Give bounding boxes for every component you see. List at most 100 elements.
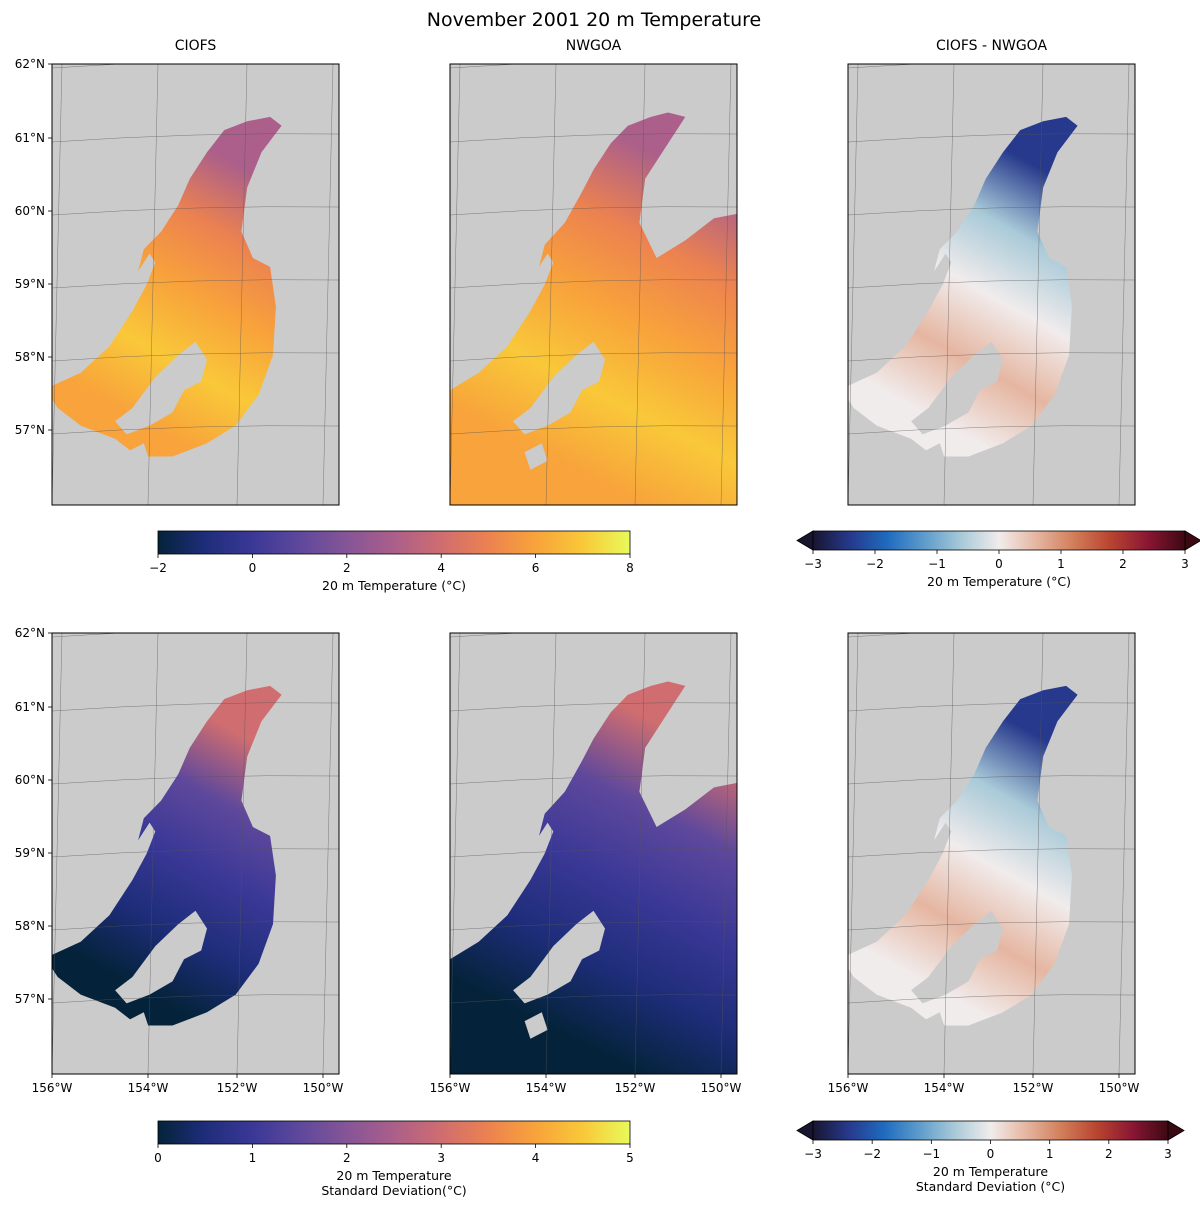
graticule-lat (848, 921, 1135, 931)
island-land (513, 910, 605, 1004)
colorbar-tick-label: −2 (863, 1147, 881, 1161)
lon-tick-label: 154°W (526, 1081, 567, 1095)
graticule-lat (450, 921, 737, 931)
graticule-lat (52, 633, 124, 638)
graticule-lat (52, 775, 339, 785)
graticule-lat (450, 133, 737, 143)
panel-frame (51, 63, 340, 506)
colorbar-tick-label: 4 (532, 1151, 540, 1165)
colorbar-tick-label: 5 (626, 1151, 634, 1165)
graticule-lon (634, 633, 646, 1074)
lat-tick-label: 57°N (15, 992, 45, 1006)
graticule-lat (848, 633, 920, 638)
island-land (513, 341, 605, 435)
colorbar-tick-label: 1 (1057, 557, 1065, 571)
colorbar-tick-label: 3 (1181, 557, 1189, 571)
graticule-lat (450, 848, 737, 858)
graticule-lon (147, 64, 159, 505)
colorbar-tick-label: −2 (149, 561, 167, 575)
island-land (922, 1012, 946, 1039)
graticule-lon (322, 64, 334, 505)
graticule-lon (848, 633, 859, 1074)
graticule-lat (848, 848, 1135, 858)
lat-tick-label: 62°N (15, 626, 45, 640)
lat-tick-label: 60°N (15, 773, 45, 787)
map-panels: CIOFS 62°N 61°N 60°N 59°N 58°N 57°N NWGOA CIOFS … (15, 38, 1140, 1095)
colorbar-label: 20 m Temperature (°C) (927, 574, 1071, 589)
graticule-lon (545, 633, 557, 1074)
graticule-lon (720, 633, 732, 1074)
colorbar-top-right: −3 −2 −1 0 1 2 3 20 m Temperature (°C) (796, 530, 1200, 589)
colorbar-tick-label: 3 (1164, 1147, 1172, 1161)
graticule-lon (943, 64, 955, 505)
graticule-lon (450, 633, 461, 1074)
map-panel-top-right: CIOFS - NWGOA (847, 38, 1136, 506)
lon-tick-label: 150°W (701, 1081, 742, 1095)
graticule-lon (943, 633, 955, 1074)
model-field (848, 685, 1078, 1026)
lat-tick-label: 57°N (15, 423, 45, 437)
graticule-lat (450, 702, 737, 712)
model-field (52, 116, 282, 457)
graticule-lat (52, 352, 339, 362)
colorbar-extend-max (1184, 530, 1200, 551)
graticule-lat (52, 133, 339, 143)
graticule-lat (450, 994, 737, 1004)
graticule-lat (52, 848, 339, 858)
graticule-lon (720, 64, 732, 505)
graticule-lat (848, 279, 1135, 289)
graticule-lon (236, 633, 248, 1074)
graticule-lat (52, 206, 339, 216)
colorbar-tick-label: 2 (343, 561, 351, 575)
graticule-lat (450, 64, 522, 69)
lat-tick-label: 60°N (15, 204, 45, 218)
graticule-lon (322, 633, 334, 1074)
graticule-lon (52, 633, 63, 1074)
graticule-lon (1118, 64, 1130, 505)
lat-tick-label: 59°N (15, 846, 45, 860)
map-panel-top-middle: NWGOA (449, 38, 738, 506)
island-land (911, 341, 1003, 435)
colorbar-tick-label: 8 (626, 561, 634, 575)
colorbar-extend-max (1167, 1120, 1185, 1141)
lon-tick-label: 154°W (924, 1081, 965, 1095)
graticule-lat (848, 425, 1135, 435)
lon-tick-label: 156°W (828, 1081, 869, 1095)
colorbar-tick-label: 0 (154, 1151, 162, 1165)
colorbar-gradient (812, 530, 1186, 551)
island-land (524, 1012, 548, 1039)
colorbar-label: Standard Deviation (°C) (916, 1179, 1065, 1194)
lat-tick-label: 59°N (15, 277, 45, 291)
colorbar-tick-label: −3 (804, 557, 822, 571)
graticule-lat (52, 425, 339, 435)
graticule-lat (848, 352, 1135, 362)
colorbar-tick-label: −2 (866, 557, 884, 571)
lat-tick-label: 58°N (15, 919, 45, 933)
colorbar-label: Standard Deviation(°C) (321, 1183, 466, 1198)
lon-tick-label: 154°W (128, 1081, 169, 1095)
lat-tick-label: 58°N (15, 350, 45, 364)
island-land (922, 443, 946, 470)
colorbar-label: 20 m Temperature (933, 1164, 1049, 1179)
island-land (126, 1012, 150, 1039)
lon-tick-label: 156°W (32, 1081, 73, 1095)
model-field (450, 112, 737, 505)
colorbar-extend-min (796, 530, 814, 551)
graticule-lat (52, 921, 339, 931)
panel-frame (449, 632, 738, 1075)
graticule-lon (147, 633, 159, 1074)
lon-tick-label: 152°W (615, 1081, 656, 1095)
colorbar-tick-label: 1 (249, 1151, 257, 1165)
panel-frame (51, 632, 340, 1075)
colorbar-gradient (812, 1120, 1169, 1141)
lon-tick-label: 150°W (1099, 1081, 1140, 1095)
colorbar-top-left: −2 0 2 4 6 8 20 m Temperature (°C) (149, 530, 634, 593)
lat-tick-label: 62°N (15, 57, 45, 71)
graticule-lat (52, 279, 339, 289)
colorbar-label: 20 m Temperature (336, 1168, 452, 1183)
panel-frame (847, 63, 1136, 506)
colorbar-tick-label: 0 (249, 561, 257, 575)
colorbar-tick-label: 2 (1119, 557, 1127, 571)
graticule-lat (848, 702, 1135, 712)
